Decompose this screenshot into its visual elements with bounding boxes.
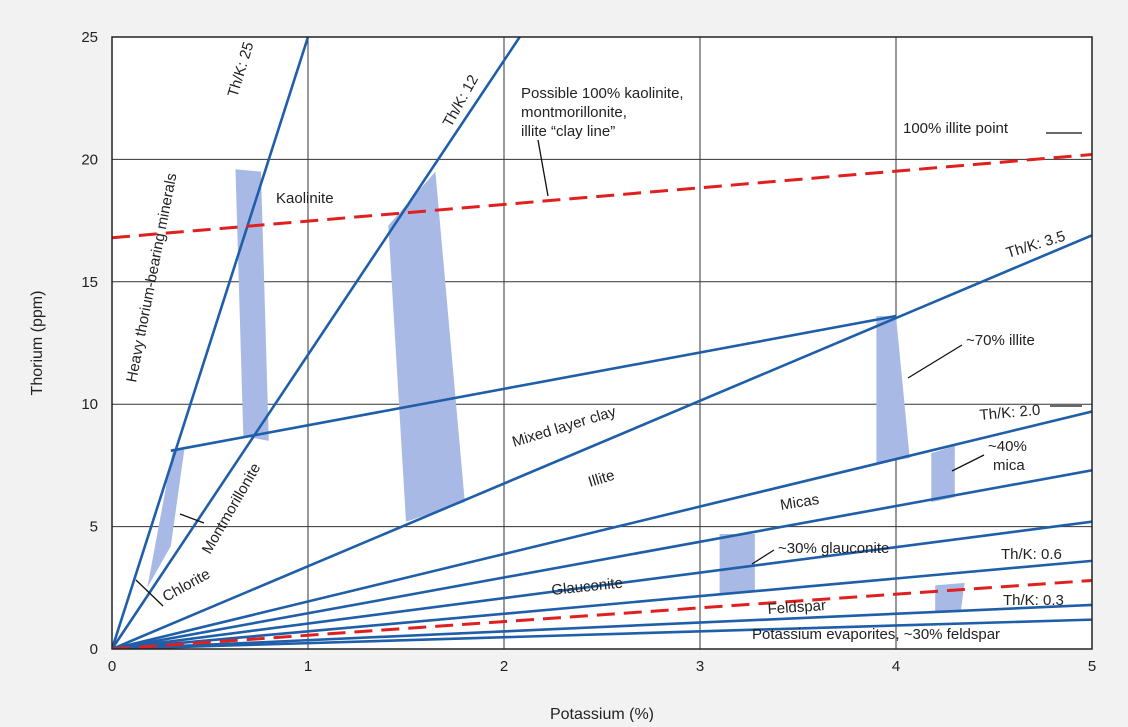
y-tick-label: 5 [90, 519, 98, 536]
x-tick-label: 1 [304, 658, 312, 675]
label-thk-03: Th/K: 0.3 [1003, 592, 1064, 609]
leader-chlorite [135, 579, 164, 607]
label-mica-40-line2: mica [993, 457, 1025, 474]
label-thk-06: Th/K: 0.6 [1001, 546, 1062, 563]
leader-glauconite-30 [751, 549, 775, 565]
y-tick-label: 15 [81, 274, 98, 291]
y-tick-label: 20 [81, 151, 98, 168]
boundary-line [112, 520, 1092, 649]
label-clay-line-3: illite “clay line” [521, 123, 615, 140]
ratio-line [112, 603, 1092, 649]
leader-mica-40 [951, 454, 985, 472]
bands [147, 169, 965, 613]
ticks: 0 1 2 3 4 5 0 5 10 15 20 25 [81, 29, 1096, 675]
x-tick-label: 3 [696, 658, 704, 675]
leader-montmorillonite [179, 513, 205, 524]
leader-clay-line [537, 139, 549, 197]
label-clay-line-1: Possible 100% kaolinite, [521, 85, 684, 102]
y-tick-label: 10 [81, 396, 98, 413]
boundary-line [112, 618, 1092, 649]
clay-band [931, 445, 955, 503]
grid [112, 37, 1092, 649]
dashed-clay-line [112, 578, 1092, 649]
ratio-line [112, 37, 521, 649]
x-axis-title: Potassium (%) [550, 706, 654, 722]
clay-band [719, 533, 755, 596]
ratio-line [112, 37, 310, 649]
label-feldspar: Feldspar [767, 597, 826, 618]
clay-band [935, 582, 965, 613]
label-illite-70: ~70% illite [966, 332, 1035, 349]
label-thk-20: Th/K: 2.0 [979, 402, 1041, 424]
leader-lines [135, 132, 1082, 607]
label-mica-40-line1: ~40% [988, 438, 1027, 455]
clay-band [147, 448, 185, 588]
label-micas: Micas [779, 491, 820, 514]
label-glauconite-30: ~30% glauconite [778, 540, 889, 557]
label-potassium-evaporites: Potassium evaporites, ~30% feldspar [752, 626, 1000, 643]
x-tick-label: 5 [1088, 658, 1096, 675]
dashed-clay-line [112, 153, 1092, 240]
clay-band [388, 171, 465, 522]
boundary-line [112, 469, 1092, 649]
boundary-line [170, 314, 897, 452]
label-illite-point: 100% illite point [903, 120, 1009, 137]
y-tick-label: 0 [90, 641, 98, 658]
lines [112, 37, 1092, 649]
x-tick-label: 4 [892, 658, 900, 675]
y-axis-title: Thorium (ppm) [29, 291, 46, 396]
ratio-line [112, 234, 1092, 649]
y-tick-label: 25 [81, 29, 98, 46]
x-tick-label: 0 [108, 658, 116, 675]
clay-band [876, 316, 910, 463]
plot-frame [111, 36, 1093, 650]
x-tick-label: 2 [500, 658, 508, 675]
label-kaolinite: Kaolinite [276, 190, 334, 207]
ratio-line [112, 559, 1092, 649]
ratio-line [112, 410, 1092, 649]
label-clay-line-2: montmorillonite, [521, 104, 627, 121]
leader-illite-70 [907, 344, 963, 379]
